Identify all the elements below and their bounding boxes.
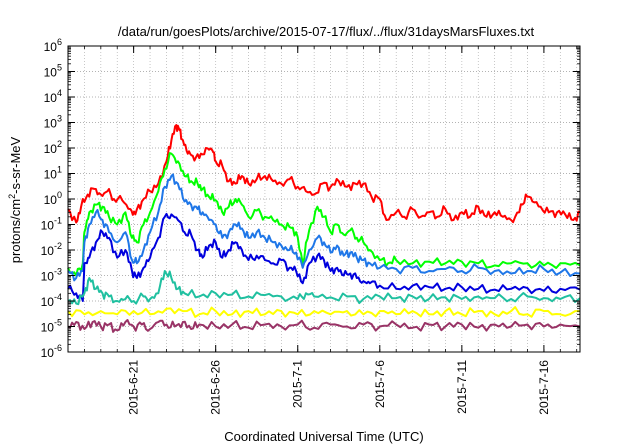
- series-line: [67, 306, 580, 318]
- y-tick-label: 101: [44, 165, 62, 182]
- x-axis-label: Coordinated Universal Time (UTC): [224, 429, 423, 444]
- y-tick-label: 102: [44, 139, 62, 156]
- y-tick-label: 10-6: [41, 343, 62, 360]
- y-tick-exponent: -2: [54, 241, 62, 251]
- y-tick-exponent: 0: [57, 190, 62, 200]
- y-tick-base: 10: [44, 142, 58, 156]
- y-axis-label-sup: 2: [7, 194, 17, 199]
- y-tick-base: 10: [41, 346, 55, 360]
- chart-title: /data/run/goesPlots/archive/2015-07-17/f…: [118, 24, 535, 39]
- y-tick-exponent: 2: [57, 139, 62, 149]
- y-tick-base: 10: [44, 66, 58, 80]
- y-tick-label: 10-4: [41, 292, 62, 309]
- plot-frame: [67, 45, 581, 353]
- y-tick-base: 10: [41, 270, 55, 284]
- y-tick-label: 103: [44, 114, 62, 131]
- y-tick-exponent: 3: [57, 114, 62, 124]
- y-tick-base: 10: [44, 91, 58, 105]
- y-tick-label: 10-3: [41, 267, 62, 284]
- y-axis-ticks: 10-610-510-410-310-210-11001011021031041…: [41, 37, 580, 360]
- y-tick-exponent: -3: [54, 267, 62, 277]
- y-tick-base: 10: [41, 295, 55, 309]
- x-axis-ticks: 2015-6-21 2015-6-26 2015-7-1 2015-7-6 2015-7…: [84, 46, 578, 415]
- x-tick-label: 2015-6-26: [209, 360, 223, 415]
- x-tick-label: 2015-7-1: [291, 360, 305, 408]
- y-tick-exponent: -1: [54, 216, 62, 226]
- y-tick-exponent: 6: [57, 37, 62, 47]
- series-line: [67, 124, 581, 224]
- y-tick-base: 10: [41, 321, 55, 335]
- y-tick-base: 10: [44, 168, 58, 182]
- y-tick-base: 10: [44, 117, 58, 131]
- y-tick-exponent: -5: [54, 318, 62, 328]
- y-tick-label: 10-5: [41, 318, 62, 335]
- y-tick-label: 104: [44, 88, 62, 105]
- x-tick-label: 2015-6-21: [127, 360, 141, 415]
- y-tick-exponent: 5: [57, 63, 62, 73]
- series-line: [67, 173, 581, 282]
- y-tick-label: 100: [44, 190, 62, 207]
- y-tick-label: 106: [44, 37, 62, 54]
- x-tick-label: 2015-7-6: [373, 360, 387, 408]
- y-tick-base: 10: [41, 219, 55, 233]
- y-tick-label: 10-2: [41, 241, 62, 258]
- y-tick-exponent: 4: [57, 88, 62, 98]
- y-tick-exponent: 1: [57, 165, 62, 175]
- series-layer: [67, 124, 581, 333]
- y-axis-label: protons/cm2-s-sr-MeV: [7, 136, 23, 263]
- y-tick-exponent: -6: [54, 343, 62, 353]
- y-tick-label: 105: [44, 63, 62, 80]
- y-tick-exponent: -4: [54, 292, 62, 302]
- y-axis-label-post: -s-sr-MeV: [8, 136, 23, 193]
- series-line: [67, 270, 581, 306]
- series-line: [67, 212, 581, 302]
- series-line: [67, 152, 581, 277]
- series-line: [67, 319, 581, 333]
- y-tick-label: 10-1: [41, 216, 62, 233]
- x-tick-label: 2015-7-11: [455, 360, 469, 414]
- y-axis-label-pre: protons/cm: [8, 199, 23, 263]
- x-tick-label: 2015-7-16: [537, 360, 551, 415]
- y-tick-base: 10: [44, 40, 58, 54]
- y-tick-base: 10: [44, 193, 58, 207]
- y-tick-base: 10: [41, 244, 55, 258]
